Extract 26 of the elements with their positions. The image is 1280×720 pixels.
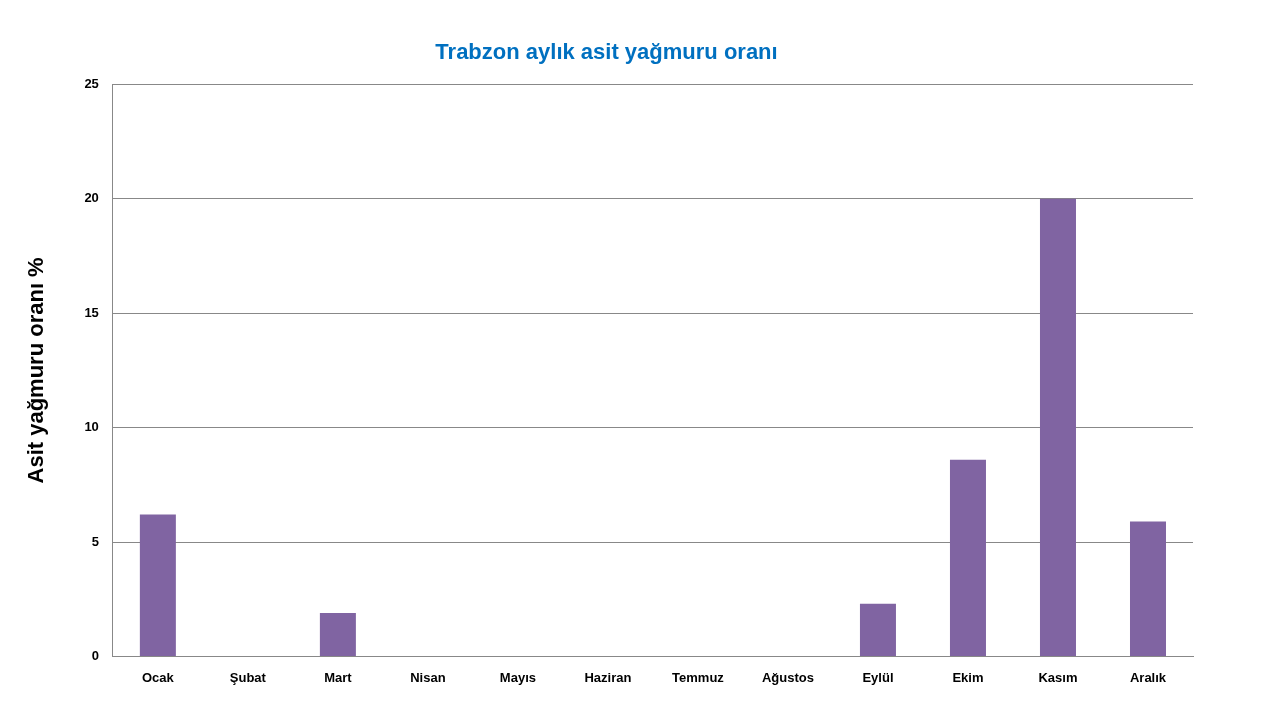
x-tick-label: Mayıs (499, 669, 536, 685)
x-tick-label: Kasım (1038, 669, 1078, 685)
y-tick-label: 0 (91, 647, 99, 663)
x-tick-label: Mart (324, 669, 353, 685)
x-tick-label: Haziran (584, 669, 632, 685)
x-tick-label: Eylül (862, 669, 894, 685)
y-tick-label: 20 (84, 190, 99, 206)
y-tick-label: 15 (84, 304, 99, 320)
bar (139, 514, 176, 656)
x-tick-label: Ekim (952, 669, 984, 685)
x-tick-label: Nisan (410, 669, 446, 685)
bar (1129, 521, 1166, 656)
x-tick-label: Ocak (141, 669, 175, 685)
y-axis-title: Asit yağmuru oranı % (23, 257, 49, 484)
y-tick-label: 25 (84, 75, 99, 91)
chart-title: Trabzon aylık asit yağmuru oranı (435, 39, 778, 65)
x-tick-label: Ağustos (761, 669, 814, 685)
bar (949, 459, 986, 656)
x-tick-label: Aralık (1129, 669, 1167, 685)
bar (319, 612, 356, 656)
bar (1039, 198, 1076, 656)
bar (859, 603, 896, 656)
y-tick-label: 10 (84, 419, 99, 435)
x-tick-label: Şubat (229, 669, 267, 685)
y-tick-label: 5 (91, 533, 99, 549)
x-tick-label: Temmuz (672, 669, 725, 685)
